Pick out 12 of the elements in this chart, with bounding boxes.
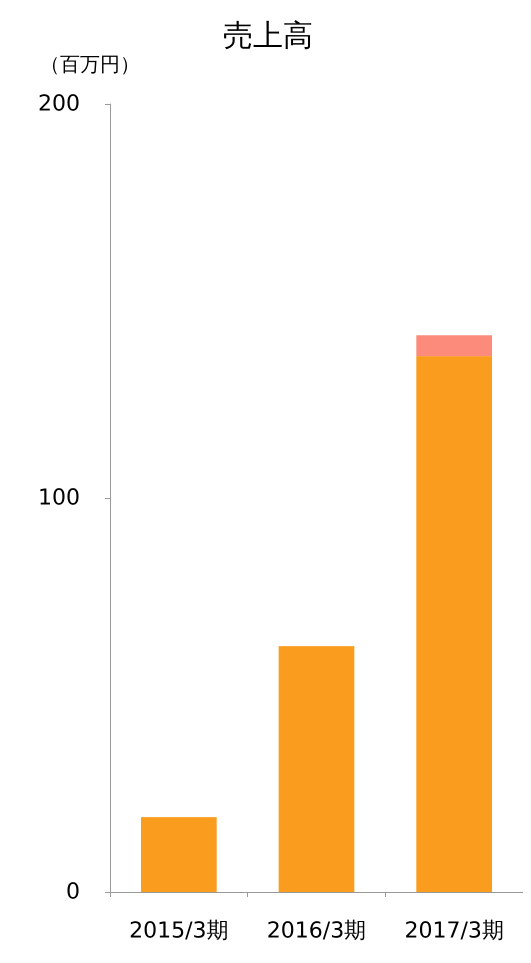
bar bbox=[416, 356, 492, 892]
x-tick-label: 2015/3期 bbox=[129, 918, 229, 944]
y-tick-label: 0 bbox=[66, 880, 80, 904]
x-tick-label: 2016/3期 bbox=[266, 918, 366, 944]
chart-title: 売上高 bbox=[223, 18, 313, 54]
bar bbox=[416, 335, 492, 356]
y-tick-label: 200 bbox=[38, 92, 80, 116]
y-tick-label: 100 bbox=[38, 486, 80, 510]
bar bbox=[140, 817, 217, 892]
x-tick-label: 2017/3期 bbox=[404, 918, 504, 944]
bar bbox=[278, 646, 354, 892]
y-axis-title: （百万円） bbox=[40, 52, 140, 76]
